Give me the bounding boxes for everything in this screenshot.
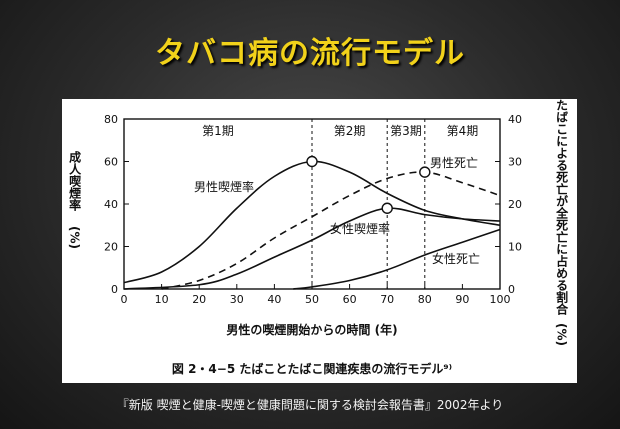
y-right-tick-label: 40 [508,113,522,126]
y-right-tick-label: 30 [508,156,522,169]
x-tick-label: 40 [267,293,281,306]
x-tick-label: 70 [380,293,394,306]
right-axis-unit: (%) [554,323,569,346]
x-tick-label: 10 [155,293,169,306]
x-tick-label: 20 [192,293,206,306]
x-tick-label: 80 [418,293,432,306]
phase-label: 第3期 [390,124,422,138]
right-axis-label: たばこによる死亡が全死亡に占める割合 [554,99,569,315]
x-tick-label: 50 [305,293,319,306]
x-tick-label: 30 [230,293,244,306]
phase-label: 第1期 [202,124,234,138]
y-left-tick-label: 20 [104,241,118,254]
y-left-tick-label: 60 [104,156,118,169]
y-right-tick-label: 20 [508,198,522,211]
peak-marker [381,202,393,214]
y-right-tick-label: 10 [508,241,522,254]
series-label: 女性死亡 [432,251,480,266]
y-left-tick-label: 0 [111,283,118,296]
x-axis-label: 男性の喫煙開始からの時間 (年) [226,322,397,337]
series-label: 男性死亡 [430,156,478,170]
line-chart: 0 10 20 30 40 50 60 70 80 90 100020406080010203040… [62,99,577,383]
series-line [123,207,501,290]
phase-label: 第4期 [447,124,479,138]
left-axis-label: 成人喫煙率 [67,151,82,211]
series-line [293,228,501,290]
peak-marker [306,155,318,168]
series-label: 女性喫煙率 [330,221,390,236]
x-tick-label: 90 [455,293,469,306]
chart-panel: 0 10 20 30 40 50 60 70 80 90 100 0 20 40 60 80 0 10 20 30 40… [62,99,577,383]
y-left-tick-label: 80 [104,113,118,126]
x-tick-label: 0 [121,293,128,306]
y-left-tick-label: 40 [104,198,118,211]
chart-background [62,99,577,383]
source-caption: 『新版 喫煙と健康-喫煙と健康問題に関する検討会報告書』2002年より [116,398,504,412]
x-tick-label: 60 [343,293,357,306]
phase-label: 第2期 [334,124,366,138]
y-right-tick-label: 0 [508,283,515,296]
figure-caption: 図 2・4−5 たばことたばこ関連疾患の流行モデル⁹⁾ [172,361,452,376]
peak-marker [419,166,431,178]
x-tick-label: 100 [490,293,511,306]
left-axis-unit: (%) [67,226,82,249]
slide-title: タバコ病の流行モデル [155,36,465,71]
series-label: 男性喫煙率 [194,179,254,194]
